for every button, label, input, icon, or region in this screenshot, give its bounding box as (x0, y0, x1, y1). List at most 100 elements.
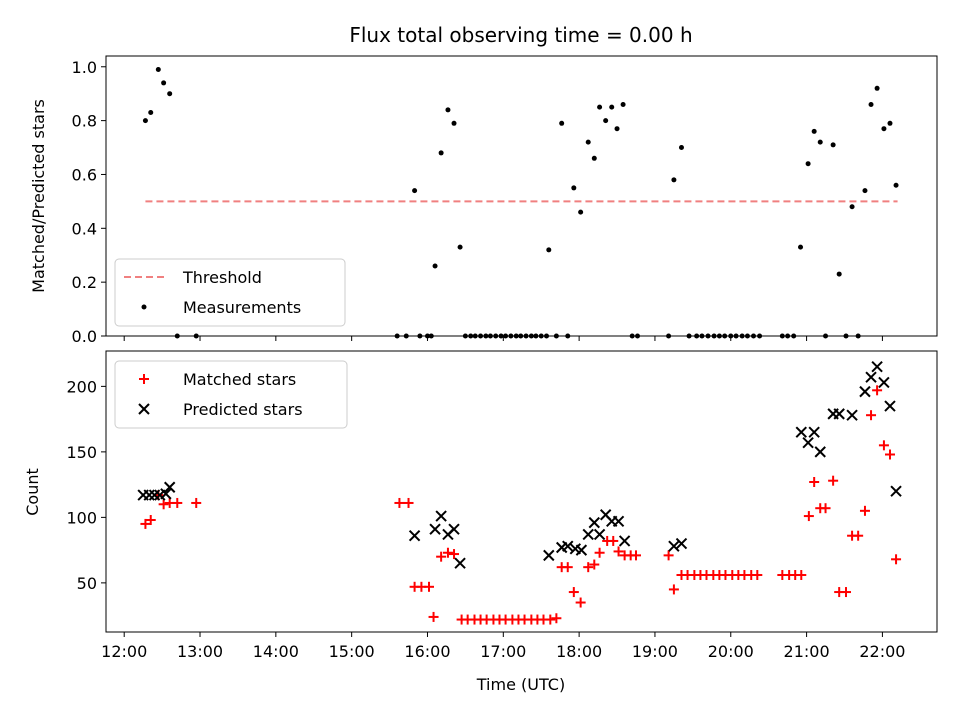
matched-star-point (172, 497, 183, 508)
measurement-point (678, 145, 684, 151)
measurement-point (559, 120, 565, 126)
measurement-point (585, 139, 591, 145)
predicted-star-stroke-b (675, 537, 688, 550)
predicted-star-stroke-b (878, 376, 890, 389)
matched-star-point (442, 547, 453, 558)
legend-threshold-label: Threshold (182, 268, 262, 287)
top-y-tick-label: 0.0 (72, 327, 97, 346)
bottom-legend-box (114, 360, 348, 429)
bottom-y-tick-label: 200 (66, 377, 97, 396)
predicted-star-stroke-b (562, 540, 574, 552)
matched-star-point (403, 497, 414, 508)
predicted-star-point (448, 523, 460, 535)
top-y-tick-label: 0.6 (72, 165, 97, 184)
predicted-star-stroke-b (160, 488, 172, 500)
matched-star-point (668, 584, 679, 595)
predicted-star-stroke-b (435, 510, 447, 522)
matched-star-point (891, 554, 902, 565)
matched-star-point (394, 497, 405, 508)
matched-star-point (809, 477, 820, 488)
measurement-point (811, 128, 817, 134)
matched-star-point (630, 550, 641, 561)
measurement-point (881, 126, 887, 132)
predicted-star-stroke-b (588, 516, 600, 529)
measurement-point (887, 120, 893, 126)
measurement-point (457, 244, 463, 250)
measurement-point (148, 110, 154, 116)
matched-star-point (594, 547, 605, 558)
legend-matched-label: Matched stars (183, 370, 296, 389)
predicted-star-point (454, 557, 466, 569)
predicted-star-stroke-b (814, 446, 826, 458)
predicted-star-stroke-b (846, 409, 858, 421)
top-y-tick-label: 0.8 (72, 112, 97, 131)
measurement-point (161, 80, 167, 86)
top-points (142, 66, 899, 339)
measurement-point (432, 263, 438, 269)
top-legend: Threshold Measurements (114, 258, 346, 327)
predicted-star-point (808, 426, 820, 438)
matched-star-point (191, 497, 202, 508)
bottom-y-axis-label: Count (23, 468, 42, 516)
predicted-star-stroke-b (612, 515, 625, 528)
predicted-star-point (865, 371, 877, 383)
predicted-star-point (675, 537, 688, 550)
matched-star-point (562, 562, 573, 573)
matched-star-point (796, 570, 807, 581)
matched-star-point (613, 546, 624, 557)
predicted-star-point (884, 400, 896, 412)
predicted-star-point (833, 408, 845, 420)
measurement-point (167, 91, 173, 97)
measurement-point (412, 188, 418, 194)
predicted-star-point (668, 540, 680, 552)
predicted-star-point (814, 446, 826, 458)
measurement-point (609, 104, 615, 110)
predicted-star-point (429, 523, 441, 535)
matched-star-point (608, 535, 619, 546)
top-axes-frame (105, 55, 938, 337)
matched-star-point (752, 570, 763, 581)
measurement-point (571, 185, 577, 191)
matched-star-point (140, 518, 151, 529)
matched-star-point (589, 559, 600, 570)
measurement-point (142, 118, 148, 124)
measurement-point (155, 66, 161, 72)
predicted-star-point (435, 510, 447, 522)
measurement-point (836, 271, 842, 277)
bottom-x-ticks: 12:00 13:00 14:00 15:00 16:00 17:00 18:00 19:00… (101, 632, 905, 661)
matched-star-point (145, 514, 156, 525)
bottom-y-tick-label: 150 (66, 443, 97, 462)
matched-star-point (872, 385, 883, 396)
matched-star-point (158, 499, 169, 510)
top-legend-box (114, 258, 346, 327)
x-axis-label: Time (UTC) (476, 675, 565, 694)
matched-star-point (884, 449, 895, 460)
predicted-star-stroke-b (569, 543, 582, 555)
top-y-axis-label: Matched/Predicted stars (29, 99, 48, 293)
x-tick-label: 22:00 (859, 642, 905, 661)
predicted-star-stroke-b (871, 361, 883, 373)
bottom-points (137, 361, 902, 625)
matched-star-point (575, 597, 586, 608)
measurement-point (849, 204, 855, 210)
predicted-star-stroke-b (593, 528, 606, 541)
predicted-star-point (871, 361, 883, 373)
measurement-point (671, 177, 677, 183)
top-y-ticks: 0.0 0.2 0.4 0.6 0.8 1.0 (72, 58, 106, 346)
chart-title: Flux total observing time = 0.00 h (349, 23, 692, 47)
measurements-legend-swatch (141, 304, 147, 310)
matched-star-point (428, 611, 439, 622)
measurement-point (578, 209, 584, 215)
predicted-star-stroke-b (668, 540, 680, 552)
measurement-point (862, 188, 868, 194)
top-y-tick-label: 0.2 (72, 273, 97, 292)
predicted-star-stroke-b (575, 544, 588, 556)
matched-star-point (820, 503, 831, 514)
matched-star-point (853, 530, 864, 541)
predicted-star-point (593, 528, 606, 541)
legend-predicted-label: Predicted stars (183, 400, 303, 419)
predicted-star-stroke-b (865, 371, 877, 383)
bottom-axes-frame (105, 350, 938, 633)
predicted-star-point (802, 436, 814, 449)
